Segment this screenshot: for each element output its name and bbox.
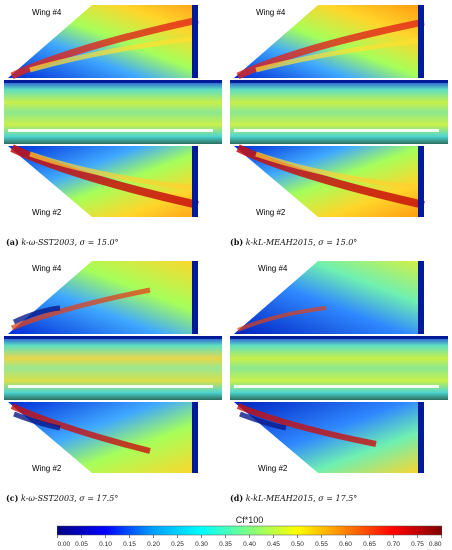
colorbar-tick-label: 0.30 [195,541,208,548]
colorbar-gradient [57,525,442,536]
colorbar-tick-label: 0.10 [99,541,112,548]
colorbar-tick-label: 0.35 [219,541,232,548]
panel-a-wing-bottom-label: Wing #2 [32,208,62,217]
panel-b-caption-sigma: σ = 15.0° [318,238,358,247]
panel-b-caption: (b) k-kL-MEAH2015, σ = 15.0° [230,237,357,247]
panel-c-contour: Wing #4 Wing #2 [4,261,222,473]
panel-a-caption-prefix: (a) [6,237,19,247]
panel-a-caption-sigma: σ = 15.0° [79,238,119,247]
colorbar-tick-label: 0.65 [363,541,376,548]
panel-d-caption-sigma: σ = 17.5° [318,494,358,503]
colorbar-tick-label: 0.80 [429,541,442,548]
panel-d-wing-top-label: Wing #4 [258,264,288,273]
panel-a-wing-top-label: Wing #4 [32,8,62,17]
panel-c-wing-top-label: Wing #4 [32,264,62,273]
colorbar-title: Cf*100 [235,515,264,525]
panel-d-caption-model: k-kL-MEAH2015, [245,494,316,503]
panel-b-caption-prefix: (b) [230,237,244,247]
panel-b-wing-bottom-label: Wing #2 [256,208,286,217]
panel-c: Wing #4 Wing #2 (c) k-ω-SST2003, σ = 17.… [0,256,226,512]
colorbar-tick-label: 0.25 [171,541,184,548]
colorbar-tick-label: 0.05 [75,541,88,548]
panel-b-caption-model: k-kL-MEAH2015, [245,238,316,247]
colorbar-tick-label: 0.15 [123,541,136,548]
colorbar-scale: 0.00 0.05 0.10 0.15 0.20 0.25 0.30 0.35 0.40 0.45… [57,525,442,548]
colorbar-tick-label: 0.55 [315,541,328,548]
colorbar-tick-label: 0.45 [267,541,280,548]
panel-d-wing-bottom-label: Wing #2 [258,464,288,473]
colorbar-tick-label: 0.50 [291,541,304,548]
colorbar: Cf*100 0.00 0.05 0.10 0.15 0.20 0.25 0.30 0.35 0… [57,515,442,550]
panel-c-caption-sigma: σ = 17.5° [79,494,119,503]
panel-a-contour: Wing #4 Wing #2 [4,5,222,217]
panel-d: Wing #4 Wing #2 (d) k-kL-MEAH2015, σ = 1… [226,256,452,512]
panel-d-caption: (d) k-kL-MEAH2015, σ = 17.5° [230,493,357,503]
panel-c-caption: (c) k-ω-SST2003, σ = 17.5° [6,493,118,503]
colorbar-tick-label: 0.75 [411,541,424,548]
panel-d-caption-prefix: (d) [230,493,244,503]
colorbar-tick-label: 0.40 [243,541,256,548]
panel-a-caption: (a) k-ω-SST2003, σ = 15.0° [6,237,119,247]
panel-b-wing-top-label: Wing #4 [256,8,286,17]
panel-c-caption-model: k-ω-SST2003, [21,494,77,503]
colorbar-tick-label: 0.70 [387,541,400,548]
colorbar-tick-label: 0.20 [147,541,160,548]
panel-b: Wing #4 Wing #2 (b) k-kL-MEAH2015, σ = 1… [226,0,452,256]
colorbar-tick-label: 0.60 [339,541,352,548]
panel-c-wing-bottom-label: Wing #2 [32,464,62,473]
colorbar-tick-label: 0.00 [58,541,71,548]
panel-a: Wing #4 Wing #2 (a) k-ω-SST2003, σ = 15.… [0,0,226,256]
panel-c-caption-prefix: (c) [6,493,19,503]
panel-b-contour: Wing #4 Wing #2 [230,5,448,217]
panel-d-contour: Wing #4 Wing #2 [230,261,448,473]
panel-a-caption-model: k-ω-SST2003, [21,238,78,247]
